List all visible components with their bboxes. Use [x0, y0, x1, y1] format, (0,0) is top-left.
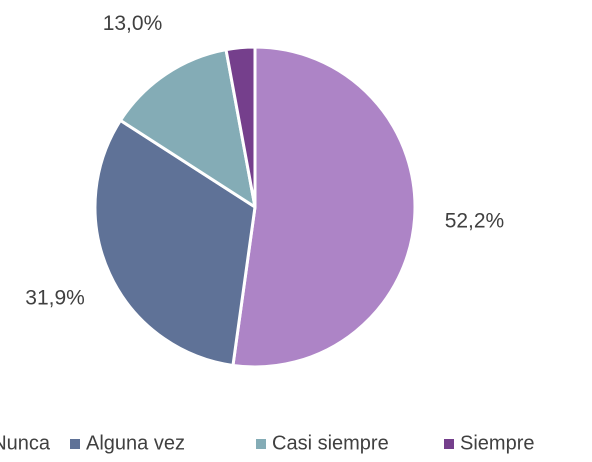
legend-label: Alguna vez [86, 432, 185, 454]
legend-label: Casi siempre [272, 432, 389, 454]
legend-swatch [444, 439, 454, 449]
pie-slice [224, 45, 257, 209]
legend-label: Nunca [0, 432, 51, 454]
pie-slice [231, 45, 417, 369]
pie-slice [118, 48, 257, 209]
legend-label: Siempre [460, 432, 534, 454]
data-label: 31,9% [25, 286, 85, 309]
legend-swatch [256, 439, 266, 449]
data-label: 52,2% [445, 210, 505, 233]
data-label: 13,0% [103, 12, 163, 35]
legend-swatch [70, 439, 80, 449]
